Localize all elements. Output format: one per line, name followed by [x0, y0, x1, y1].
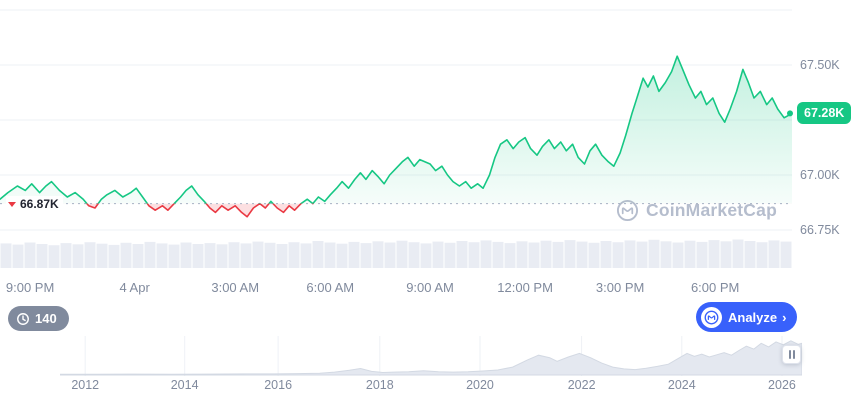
year-axis-label: 2022 [567, 378, 596, 392]
navigator-drag-handle[interactable] [782, 345, 801, 364]
range-navigator[interactable] [59, 336, 803, 376]
coinmarketcap-logo-icon [704, 310, 719, 324]
pause-handle-icon [792, 350, 795, 359]
analyze-button[interactable]: Analyze › [696, 302, 798, 332]
time-axis-label: 9:00 AM [406, 280, 454, 295]
time-axis-label: 4 Apr [119, 280, 150, 295]
year-axis-label: 2024 [667, 378, 696, 392]
year-axis-label: 2020 [466, 378, 494, 392]
price-chart-svg[interactable] [0, 0, 860, 270]
time-axis-label: 9:00 PM [5, 280, 55, 295]
y-axis-label: 67.00K [800, 168, 840, 182]
clock-icon [17, 312, 29, 325]
year-axis-label: 2018 [365, 378, 394, 392]
baseline-tick-icon [8, 201, 16, 207]
analyze-logo-circle [701, 306, 722, 328]
y-axis-label: 66.75K [800, 223, 840, 237]
coinmarketcap-logo-icon [616, 199, 639, 222]
time-axis-label: 6:00 AM [306, 280, 355, 295]
time-axis-label: 3:00 AM [211, 280, 260, 295]
time-axis: 9:00 PM 4 Apr 3:00 AM 6:00 AM 9:00 AM 12:00 P… [0, 280, 860, 298]
history-count-button[interactable]: 140 [8, 306, 69, 331]
time-axis-label: 3:00 PM [595, 280, 645, 295]
open-price-label: 66.87K [6, 196, 63, 212]
current-price-badge: 67.28K [797, 102, 852, 125]
chevron-right-icon: › [782, 309, 787, 325]
year-axis-label: 2014 [170, 378, 199, 392]
analyze-label: Analyze [728, 309, 778, 325]
open-price-value: 66.87K [20, 197, 59, 211]
navigator-chart-svg[interactable] [59, 336, 803, 376]
watermark-text: CoinMarketCap [646, 200, 777, 220]
time-axis-label: 12:00 PM [497, 280, 553, 295]
pause-handle-icon [788, 350, 791, 359]
coinmarketcap-watermark: CoinMarketCap [616, 199, 777, 222]
time-axis-label: 6:00 PM [690, 280, 740, 295]
year-axis: 2012 2014 2016 2018 2020 2022 2024 2026 [0, 378, 860, 396]
history-count-value: 140 [35, 311, 57, 326]
year-axis-label: 2026 [768, 378, 796, 392]
y-axis-label: 67.50K [800, 58, 840, 72]
year-axis-label: 2016 [264, 378, 293, 392]
main-chart[interactable]: 66.87K CoinMarketCap 67.50K 67.00K 66.75K … [0, 0, 860, 270]
year-axis-label: 2012 [71, 378, 100, 392]
